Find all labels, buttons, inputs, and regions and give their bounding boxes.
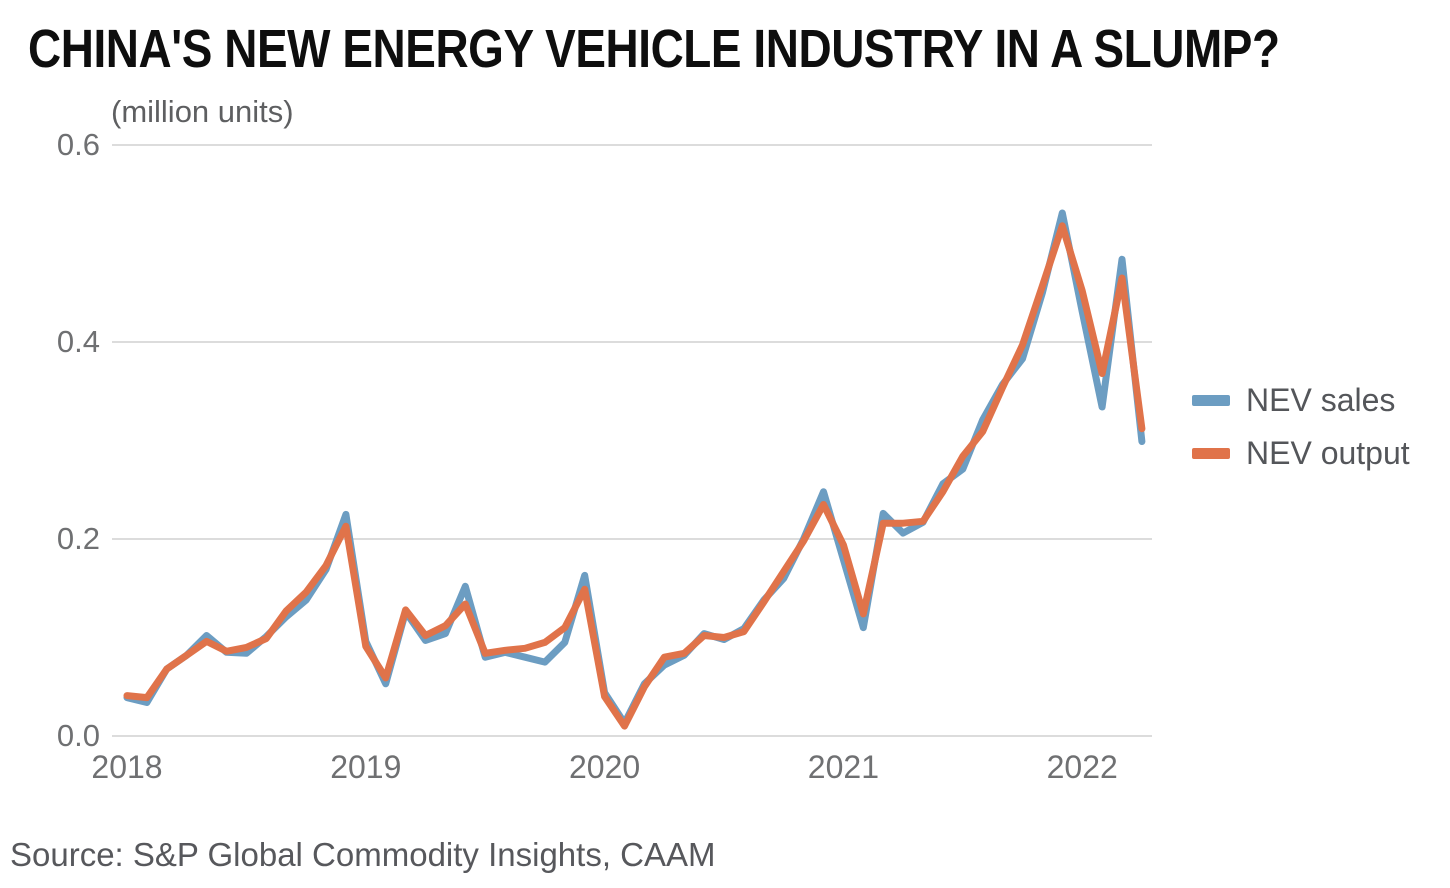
legend-item-nev-sales: NEV sales	[1192, 381, 1410, 418]
y-tick-label: 0.2	[56, 521, 100, 556]
legend-label-nev-sales: NEV sales	[1246, 381, 1396, 418]
x-tick-label: 2020	[569, 749, 641, 785]
nev-output-line	[123, 222, 1146, 730]
legend: NEV sales NEV output	[1192, 381, 1410, 490]
y-tick-label: 0.4	[56, 324, 100, 359]
nev-sales-swatch-icon	[1192, 394, 1230, 406]
chart-title: CHINA'S NEW ENERGY VEHICLE INDUSTRY IN A…	[28, 19, 1280, 79]
x-tick-label: 2018	[91, 749, 163, 785]
x-tick-label: 2021	[807, 749, 879, 785]
source-note: Source: S&P Global Commodity Insights, C…	[10, 836, 716, 873]
legend-label-nev-output: NEV output	[1246, 434, 1410, 471]
y-tick-label: 0.0	[56, 718, 100, 753]
nev-output-swatch-icon	[1192, 447, 1230, 459]
legend-item-nev-output: NEV output	[1192, 434, 1410, 471]
x-tick-label: 2022	[1046, 749, 1118, 785]
nev-sales-line	[123, 209, 1146, 727]
y-tick-label: 0.6	[56, 127, 100, 162]
y-axis-unit-label: (million units)	[111, 94, 294, 129]
x-tick-label: 2019	[330, 749, 402, 785]
